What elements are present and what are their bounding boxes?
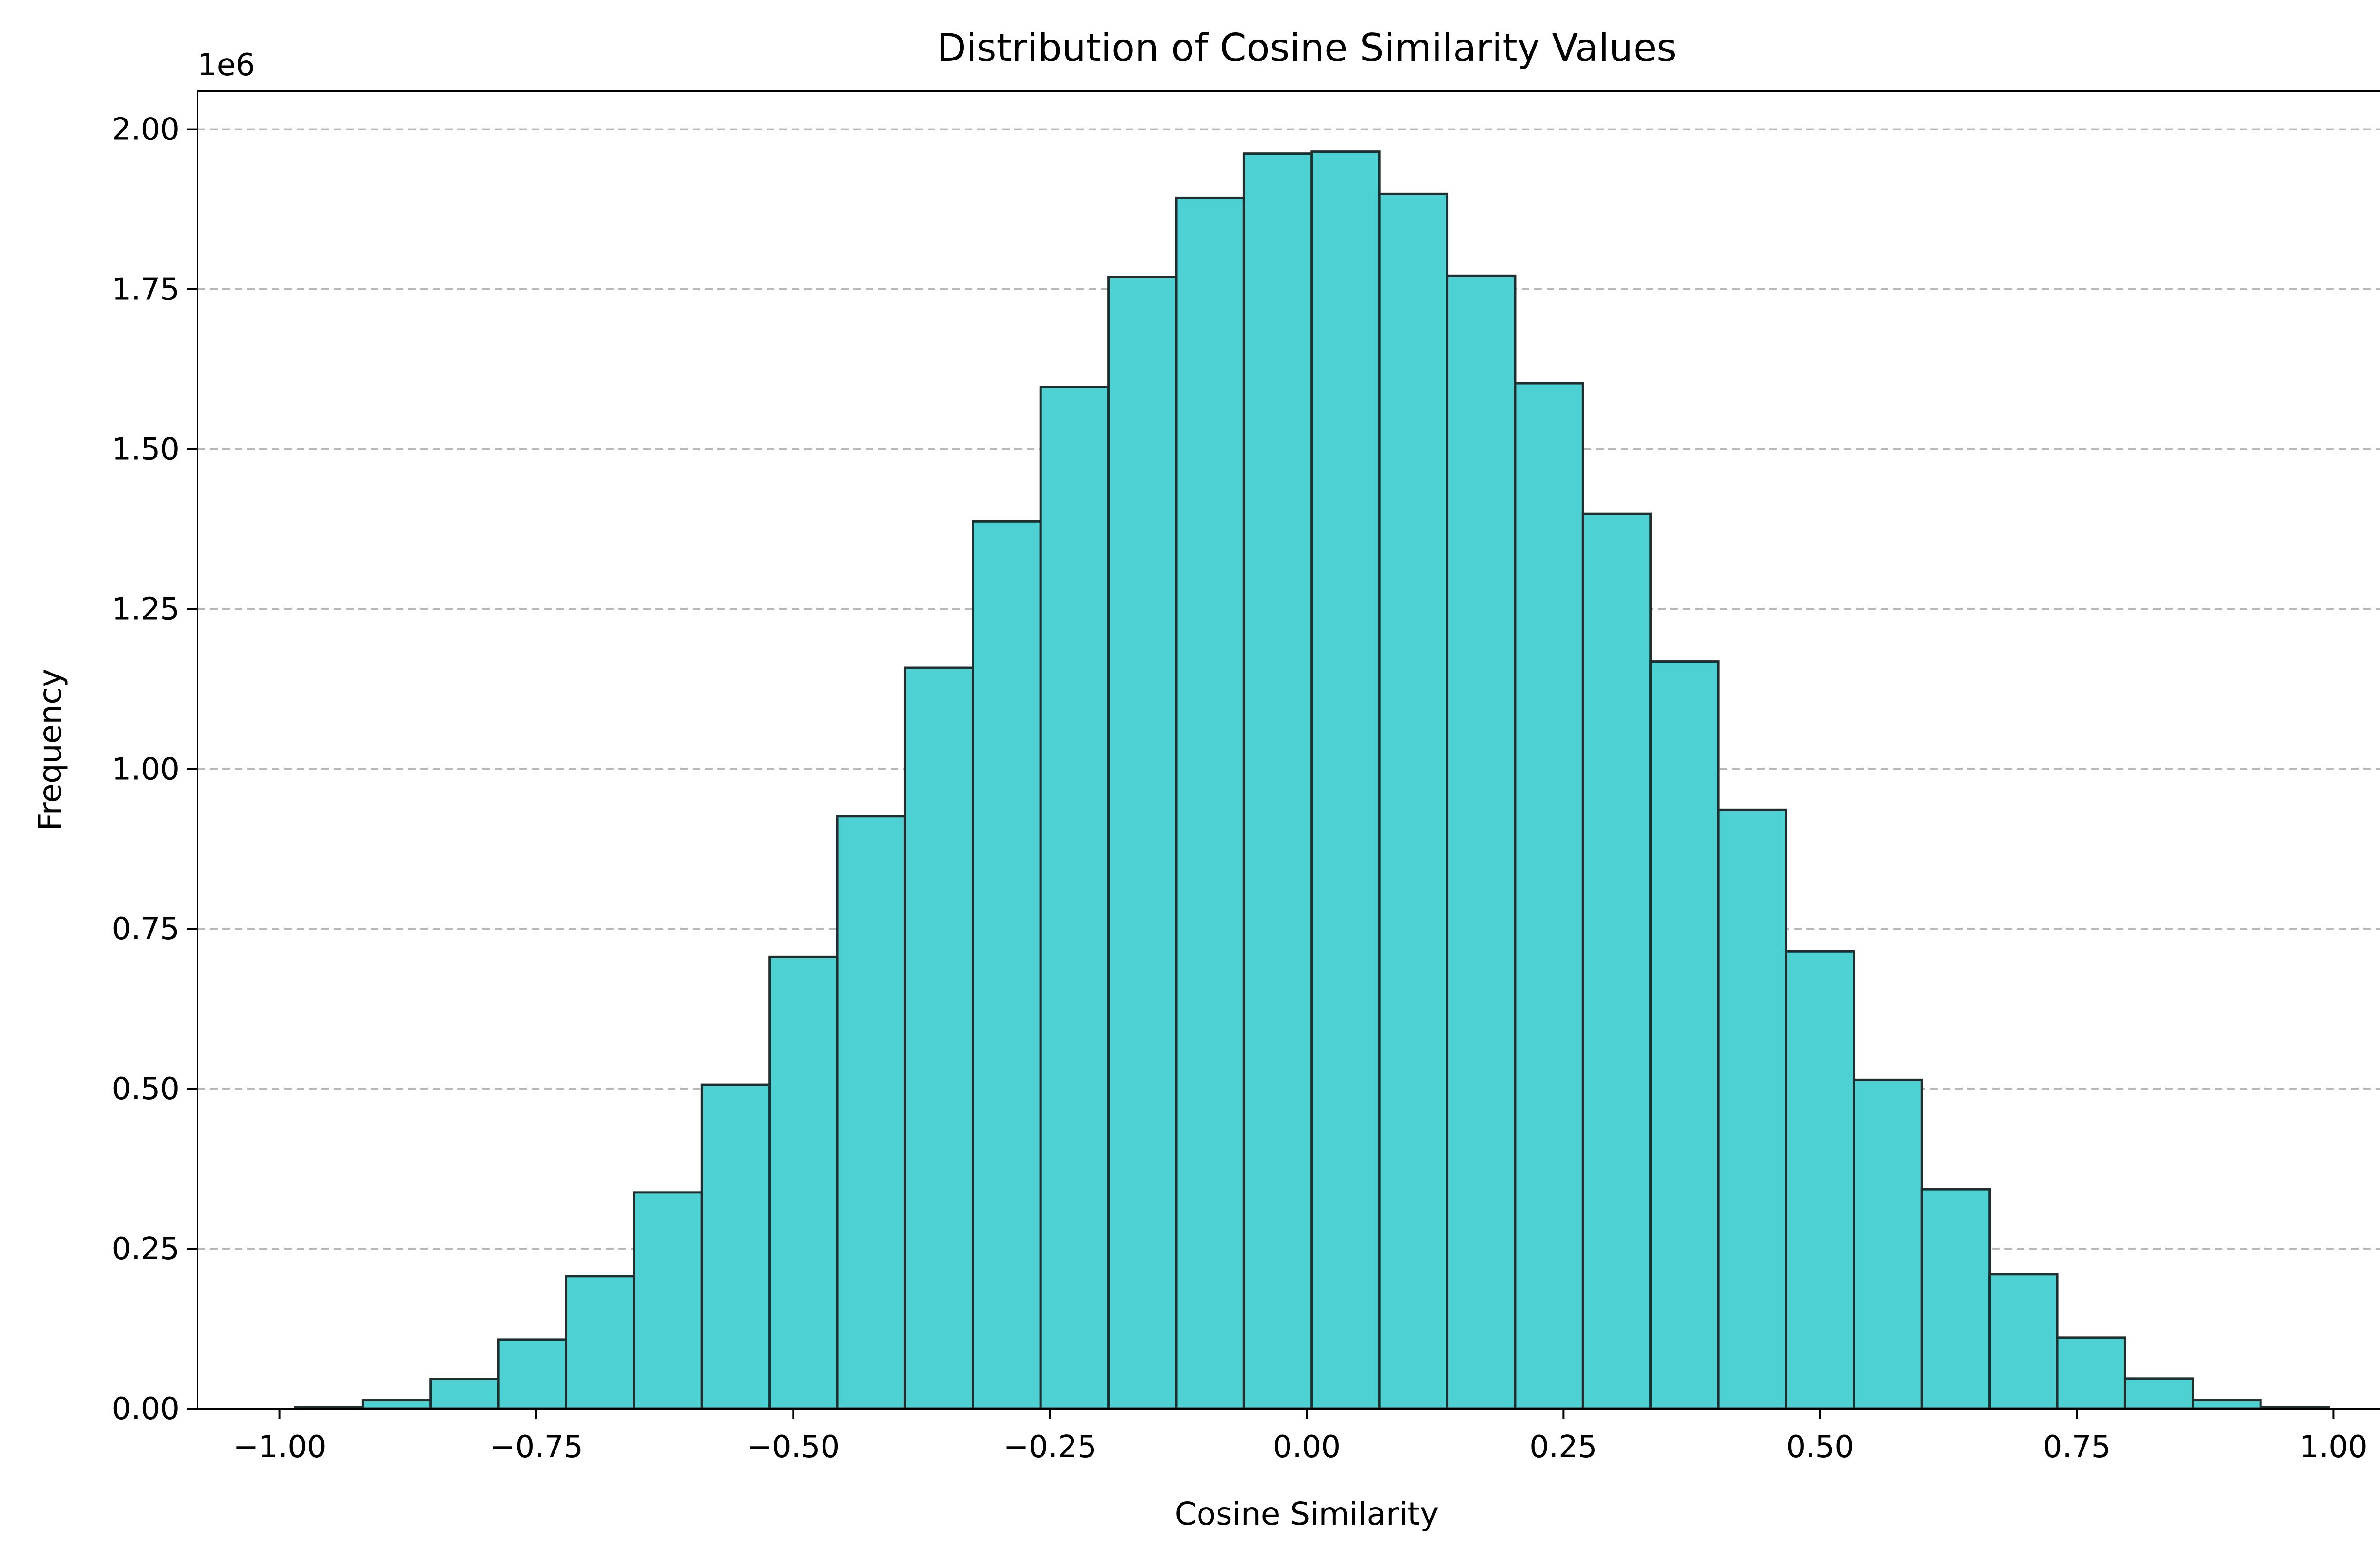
y-offset-label: 1e6 [198,48,255,83]
histogram-bar [768,955,839,1410]
bars-layer [294,150,2330,1410]
x-tick-label: −1.00 [233,1430,327,1465]
y-tick-label: 1.00 [112,752,180,787]
histogram-bar [1514,382,1584,1410]
histogram-bar [1242,152,1313,1410]
y-axis-label: Frequency [32,669,69,831]
x-tick-label: 0.75 [2043,1430,2111,1465]
x-tick-label: 0.00 [1273,1430,1341,1465]
x-tick-label: −0.25 [1003,1430,1097,1465]
histogram-bar [429,1378,500,1410]
histogram-bar [361,1399,432,1410]
x-tick-label: −0.50 [746,1430,840,1465]
y-tick-label: 2.00 [112,112,180,148]
x-tick-label: 0.25 [1529,1430,1597,1465]
x-tick-label: −0.75 [490,1430,583,1465]
y-tick-label: 1.50 [112,432,180,467]
histogram-bar [1446,274,1517,1410]
histogram-bar [1175,196,1245,1410]
y-tick-label: 1.75 [112,272,180,308]
y-tick-label: 0.25 [112,1231,180,1267]
y-tick-label: 0.50 [112,1072,180,1107]
histogram-bar [1581,512,1652,1410]
histogram-bar [1988,1273,2059,1410]
histogram-bar [2056,1336,2126,1410]
histogram-bar [1378,192,1449,1410]
histogram-bar [565,1275,635,1410]
histogram-bar [700,1083,771,1410]
chart-title: Distribution of Cosine Similarity Values [937,26,1676,70]
y-tick-label: 1.25 [112,592,180,627]
histogram-bar [1853,1078,1923,1410]
histogram-bar [1310,150,1381,1410]
histogram-bar [2123,1377,2194,1410]
x-axis: −1.00 −0.75 −0.50 −0.25 0.00 0.25 0.50 0.75 1.00 [233,1409,2368,1465]
x-axis-label: Cosine Similarity [1175,1496,1439,1532]
histogram-bar [633,1191,703,1410]
histogram-bar [2192,1399,2262,1410]
x-tick-label: 0.50 [1786,1430,1854,1465]
x-tick-label: 1.00 [2300,1430,2368,1465]
histogram-bar [903,666,974,1410]
histogram-bar [1039,386,1110,1410]
y-axis: 0.00 0.25 0.50 0.75 1.00 1.25 1.50 1.75 2.00 [112,112,198,1427]
histogram-bar [972,520,1042,1410]
y-tick-label: 0.00 [112,1391,180,1427]
histogram-bar [1920,1188,1991,1410]
histogram-bar [1107,276,1178,1410]
histogram-bar [836,815,906,1410]
y-tick-label: 0.75 [112,912,180,947]
histogram-bar [1785,950,1855,1410]
histogram-bar [497,1338,568,1410]
histogram-bar [1649,660,1720,1410]
histogram-bar [1717,808,1788,1410]
